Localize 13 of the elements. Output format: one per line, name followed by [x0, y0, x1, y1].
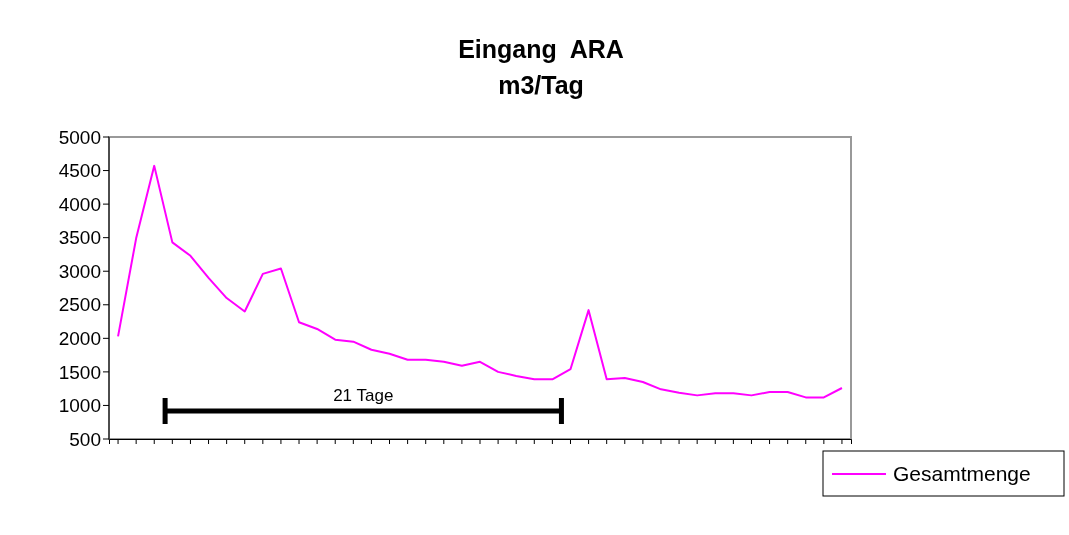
y-tick-label: 500 [69, 428, 101, 450]
y-tick-label: 3000 [58, 260, 101, 282]
y-tick-label: 1500 [58, 361, 101, 383]
y-tick-label: 4500 [58, 160, 101, 182]
y-tick-label: 2000 [58, 327, 101, 349]
legend-label: Gesamtmenge [893, 462, 1031, 486]
y-tick-label: 1000 [58, 395, 101, 417]
y-tick-label: 4000 [58, 193, 101, 215]
y-tick-label: 3500 [58, 227, 101, 249]
annotation: 21 Tage [333, 386, 394, 405]
y-tick-label: 2500 [58, 294, 101, 316]
chart-title: Eingang ARA m3/Tag [458, 35, 624, 99]
y-tick-label: 5000 [58, 126, 101, 148]
